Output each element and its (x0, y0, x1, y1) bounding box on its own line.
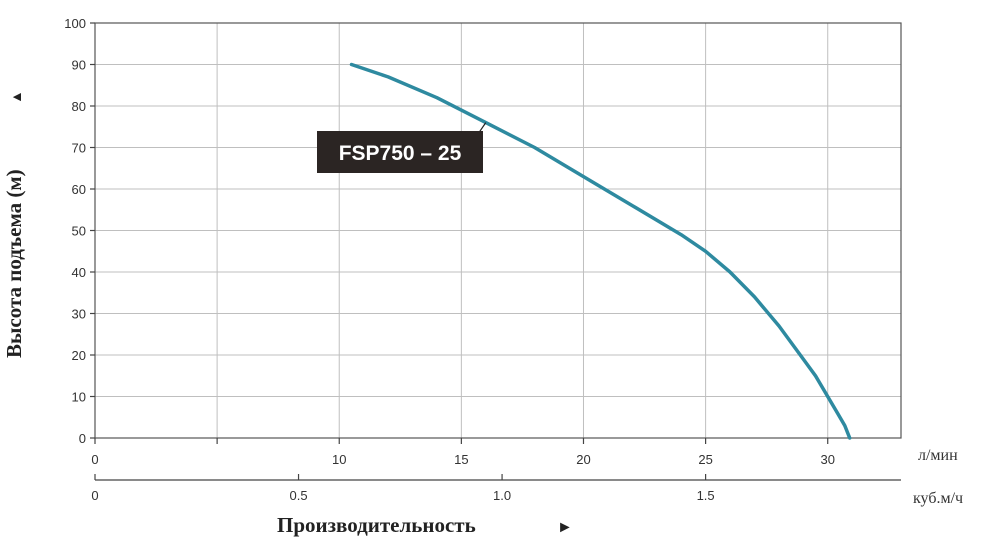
y-tick-label: 20 (72, 348, 86, 363)
series-line (349, 62, 852, 440)
x-axis-title-arrow: ► (557, 519, 573, 536)
x2-tick-label: 0.5 (289, 488, 307, 503)
y-tick-label: 80 (72, 99, 86, 114)
x-tick-label: 10 (332, 452, 346, 467)
y-tick-label: 50 (72, 224, 86, 239)
y-axis-ticks: 0 10 20 30 40 50 60 70 80 90 100 (64, 16, 95, 446)
y-tick-label: 40 (72, 265, 86, 280)
y-tick-label: 30 (72, 307, 86, 322)
x-tick-label: 0 (91, 452, 98, 467)
x-tick-label: 20 (576, 452, 590, 467)
y-axis-title: Высота подъема (м) (2, 169, 26, 358)
y-tick-label: 70 (72, 141, 86, 156)
x-tick-label: 25 (698, 452, 712, 467)
x-axis-primary-ticks: 0 10 15 20 25 30 (91, 438, 835, 467)
grid (95, 23, 901, 438)
x-axis-secondary-ticks: 0 0.5 1.0 1.5 (91, 474, 715, 503)
y-tick-label: 10 (72, 390, 86, 405)
x2-tick-label: 0 (91, 488, 98, 503)
series-label: FSP750 – 25 (339, 142, 462, 165)
x-axis-secondary-unit: куб.м/ч (913, 490, 963, 507)
series-layer (349, 62, 852, 440)
y-tick-label: 60 (72, 182, 86, 197)
y-tick-label: 90 (72, 58, 86, 73)
x-axis-primary-unit: л/мин (918, 447, 958, 464)
x-tick-label: 30 (820, 452, 834, 467)
y-tick-label: 0 (79, 431, 86, 446)
x2-tick-label: 1.0 (493, 488, 511, 503)
x2-tick-label: 1.5 (697, 488, 715, 503)
y-axis-title-arrow: ▲ (10, 90, 25, 104)
x-axis-title: Производительность (277, 513, 476, 537)
x-tick-label: 15 (454, 452, 468, 467)
y-tick-label: 100 (64, 16, 86, 31)
series-label-box (317, 131, 483, 173)
